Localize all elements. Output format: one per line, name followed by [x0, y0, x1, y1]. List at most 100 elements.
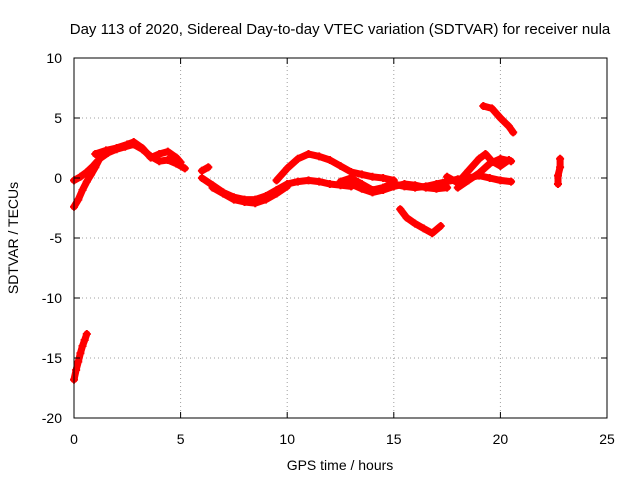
- series-arc-l: [396, 205, 445, 237]
- data-point: [357, 184, 366, 193]
- data-point: [146, 153, 155, 162]
- data-point: [389, 180, 398, 188]
- data-point: [428, 229, 437, 238]
- data-point: [163, 156, 172, 164]
- data-point: [411, 219, 420, 228]
- series-arc-p: [554, 155, 564, 188]
- data-point: [475, 154, 484, 163]
- x-axis-label: GPS time / hours: [287, 457, 394, 473]
- data-point: [453, 183, 462, 192]
- y-tick-label: -5: [50, 230, 63, 246]
- y-axis-label: SDTVAR / TECUs: [5, 182, 21, 294]
- data-point: [464, 166, 473, 175]
- data-point: [293, 177, 302, 186]
- data-point: [283, 182, 292, 191]
- data-point: [204, 163, 213, 172]
- data-point: [368, 172, 377, 181]
- data-point: [368, 188, 377, 197]
- data-point: [176, 158, 185, 167]
- data-point: [556, 163, 565, 172]
- x-tick-label: 0: [70, 431, 78, 447]
- data-point: [419, 224, 428, 233]
- data-point: [315, 152, 324, 161]
- data-point: [496, 162, 505, 170]
- data-point: [197, 166, 206, 175]
- data-point: [219, 189, 228, 198]
- data-point: [443, 172, 452, 181]
- data-point: [78, 186, 87, 194]
- data-point: [315, 177, 324, 186]
- data-point: [155, 150, 164, 158]
- data-point: [411, 183, 420, 192]
- data-point: [138, 144, 147, 152]
- data-point: [180, 164, 189, 173]
- data-point: [400, 182, 409, 191]
- data-point: [80, 336, 89, 344]
- x-tick-label: 15: [386, 431, 402, 447]
- data-point: [553, 171, 562, 180]
- data-point: [325, 180, 334, 188]
- y-tick-label: -15: [42, 350, 62, 366]
- data-point: [507, 177, 516, 186]
- data-point: [82, 177, 91, 186]
- grid-lines: [74, 58, 607, 418]
- data-point: [496, 176, 505, 185]
- data-point: [272, 189, 281, 198]
- x-tick-label: 5: [177, 431, 185, 447]
- data-point: [553, 180, 562, 188]
- data-point: [479, 102, 488, 110]
- data-point: [91, 150, 100, 158]
- data-point: [261, 195, 270, 204]
- data-point: [496, 154, 505, 163]
- data-point: [82, 168, 91, 176]
- data-point: [336, 177, 345, 186]
- data-point: [509, 128, 518, 137]
- data-point: [481, 150, 490, 158]
- data-point: [129, 138, 138, 146]
- y-tick-label: 5: [54, 110, 62, 126]
- data-point: [379, 186, 388, 194]
- data-point: [496, 114, 505, 122]
- data-point: [283, 164, 292, 173]
- axis-ticks: 0 5 10 15 20 25 -20 -15 -10 -5 0 5 10: [42, 50, 615, 447]
- data-point: [112, 144, 121, 152]
- data-point: [556, 154, 565, 163]
- data-point: [464, 176, 473, 185]
- data-point: [421, 182, 430, 191]
- y-tick-label: 10: [46, 50, 62, 66]
- data-point: [123, 140, 132, 149]
- data-point: [304, 150, 313, 158]
- data-point: [347, 180, 356, 188]
- chart-title: Day 113 of 2020, Sidereal Day-to-day VTE…: [70, 21, 611, 38]
- x-tick-label: 10: [279, 431, 295, 447]
- data-point: [76, 172, 85, 181]
- data-point: [251, 199, 260, 208]
- plot-frame: [73, 57, 608, 419]
- y-tick-label: 0: [54, 170, 62, 186]
- data-point: [304, 176, 313, 185]
- data-point: [197, 174, 206, 182]
- x-tick-label: 25: [599, 431, 615, 447]
- data-point: [293, 154, 302, 163]
- y-tick-label: -20: [42, 410, 62, 426]
- data-point: [357, 170, 366, 179]
- data-point: [336, 162, 345, 170]
- data-point: [172, 153, 181, 162]
- data-point: [325, 156, 334, 164]
- data-point: [402, 213, 411, 222]
- data-point: [379, 174, 388, 182]
- data-point: [504, 122, 513, 131]
- y-tick-label: -10: [42, 290, 62, 306]
- data-point: [76, 349, 85, 358]
- data-point: [89, 162, 98, 170]
- data-point: [78, 342, 87, 350]
- data-point: [485, 159, 494, 168]
- data-point: [432, 180, 441, 188]
- data-series: [70, 102, 565, 384]
- data-point: [208, 183, 217, 192]
- data-point: [229, 195, 238, 204]
- data-point: [475, 169, 484, 178]
- data-point: [72, 366, 81, 374]
- data-point: [487, 104, 496, 113]
